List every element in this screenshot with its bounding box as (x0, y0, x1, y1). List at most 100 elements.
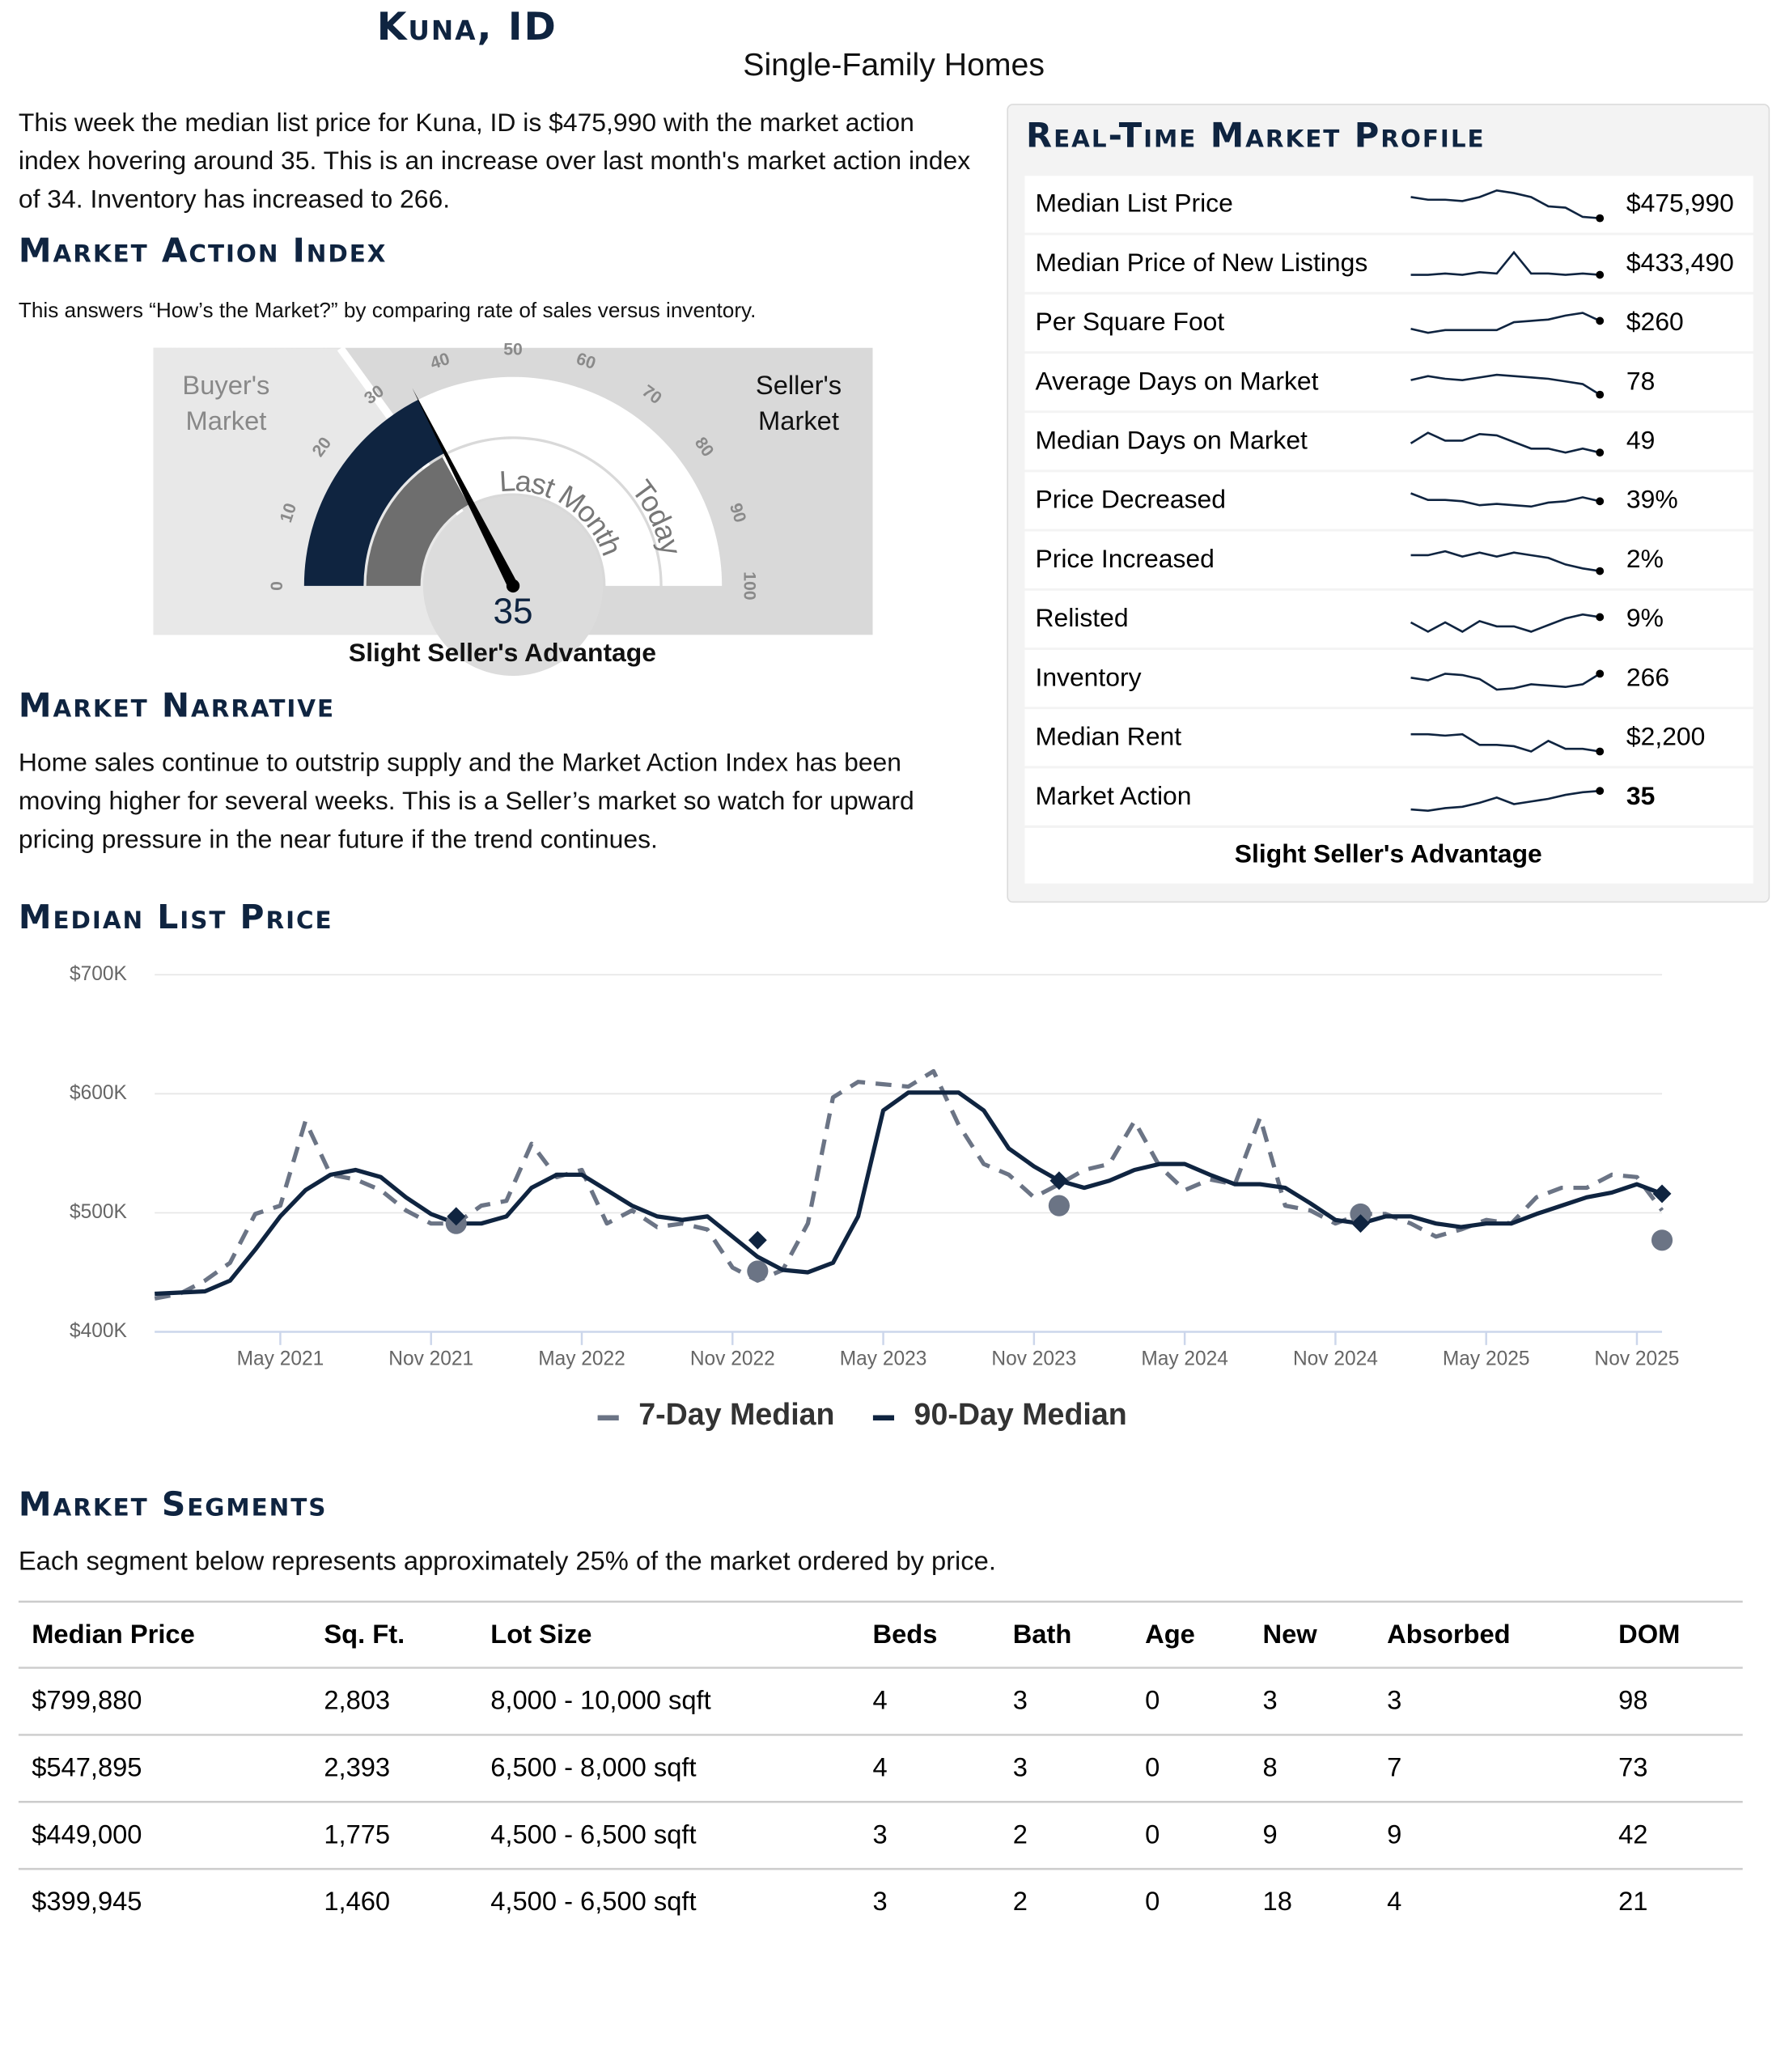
sparkline-end (1596, 497, 1605, 506)
table-cell: $547,895 (32, 1752, 142, 1782)
profile-row (1024, 413, 1753, 470)
table-cell: $449,000 (32, 1819, 142, 1849)
profile-row (1024, 768, 1753, 826)
column-header: New (1263, 1619, 1318, 1649)
sparkline (1410, 250, 1601, 276)
row-value: 266 (1626, 662, 1669, 691)
table-cell: 9 (1387, 1819, 1401, 1849)
table-cell: 4,500 - 6,500 sqft (490, 1886, 696, 1916)
sparkline-end (1596, 669, 1605, 678)
column-header: Bath (1013, 1619, 1072, 1649)
x-tick-label: May 2025 (1443, 1348, 1530, 1369)
table-cell: 3 (1013, 1685, 1028, 1715)
marker (748, 1230, 767, 1250)
row-label: Average Days on Market (1035, 366, 1318, 395)
y-tick-label: $700K (70, 963, 128, 985)
page-subtitle: Single-Family Homes (743, 47, 1045, 83)
table-cell: 18 (1263, 1886, 1292, 1916)
legend-label: 90-Day Median (914, 1397, 1127, 1431)
profile-row (1024, 649, 1753, 707)
sparkline (1410, 312, 1601, 334)
table-cell: 2 (1013, 1819, 1028, 1849)
sparkline (1410, 789, 1601, 813)
table-cell: 1,460 (324, 1886, 390, 1916)
row-label: Inventory (1035, 662, 1141, 691)
row-label: Median Price of New Listings (1035, 248, 1367, 277)
marker (1652, 1184, 1672, 1204)
row-value: 35 (1626, 781, 1655, 810)
table-cell: 0 (1145, 1886, 1160, 1916)
row-value: 78 (1626, 366, 1655, 395)
sparkline-end (1596, 270, 1605, 279)
table-cell: 7 (1387, 1752, 1401, 1782)
x-tick-label: May 2023 (840, 1348, 927, 1369)
column-header: Median Price (32, 1619, 195, 1649)
table-cell: 8 (1263, 1752, 1278, 1782)
row-value: $433,490 (1626, 248, 1734, 277)
table-cell: 3 (1013, 1752, 1028, 1782)
table-cell: 2,393 (324, 1752, 390, 1782)
y-tick-label: $400K (70, 1320, 128, 1342)
series-line (155, 1090, 1663, 1297)
sparkline-end (1596, 214, 1605, 223)
table-cell: 4,500 - 6,500 sqft (490, 1819, 696, 1849)
x-tick-label: Nov 2022 (690, 1348, 775, 1369)
marker (747, 1260, 769, 1282)
table-cell: 9 (1263, 1819, 1278, 1849)
row-value: 49 (1626, 426, 1655, 455)
gauge-needle (412, 388, 518, 588)
x-tick-label: Nov 2021 (388, 1348, 473, 1369)
row-value: 2% (1626, 544, 1664, 573)
x-tick-label: May 2024 (1141, 1348, 1228, 1369)
table-cell: 3 (1263, 1685, 1278, 1715)
marker (1350, 1203, 1372, 1225)
sparkline-end (1596, 747, 1605, 756)
row-value: $260 (1626, 307, 1684, 336)
row-label: Market Action (1035, 781, 1191, 810)
x-tick-label: Nov 2023 (991, 1348, 1076, 1369)
row-label: Price Decreased (1035, 485, 1226, 514)
table-cell: 4 (872, 1685, 887, 1715)
profile-row (1024, 176, 1753, 233)
panel-heading: Real-Time Market Profile (1026, 116, 1486, 156)
legend-label: 7-Day Median (638, 1397, 834, 1431)
needle-hub (506, 579, 520, 593)
y-tick-label: $500K (70, 1201, 128, 1223)
table-cell: 2,803 (324, 1685, 390, 1715)
table-cell: 1,775 (324, 1819, 390, 1849)
column-header: Beds (872, 1619, 937, 1649)
gauge-tick-label: 100 (740, 571, 759, 600)
table-cell: 3 (1387, 1685, 1401, 1715)
gauge-last-month (366, 456, 469, 586)
profile-row (1024, 709, 1753, 766)
gauge-value: 35 (493, 592, 532, 631)
table-cell: 73 (1618, 1752, 1647, 1782)
series-line (154, 1068, 1664, 1301)
table-cell: 0 (1145, 1685, 1160, 1715)
y-tick-label: $600K (70, 1082, 128, 1104)
table-cell: 4 (872, 1752, 887, 1782)
row-label: Price Increased (1035, 544, 1214, 573)
gauge-tick-label: 50 (503, 340, 523, 359)
sparkline-end (1596, 613, 1605, 622)
table-cell: 4 (1387, 1886, 1401, 1916)
table-cell: 98 (1618, 1685, 1647, 1715)
row-label: Median Rent (1035, 722, 1181, 751)
sparkline-end (1596, 448, 1605, 457)
profile-row (1024, 235, 1753, 292)
chart-title: Median List Price (18, 898, 333, 936)
sparkline (1410, 189, 1601, 219)
row-value: $2,200 (1626, 722, 1705, 751)
column-header: Sq. Ft. (324, 1619, 405, 1649)
row-value: 39% (1626, 485, 1678, 514)
row-value: $475,990 (1626, 189, 1734, 218)
table-cell: $799,880 (32, 1685, 142, 1715)
page-title: Kuna, ID (376, 3, 558, 49)
intro-text: This week the median list price for Kuna… (18, 108, 971, 214)
panel-verdict: Slight Seller's Advantage (1235, 839, 1542, 868)
column-header: DOM (1618, 1619, 1680, 1649)
profile-row (1024, 353, 1753, 411)
gauge-track (418, 376, 723, 586)
